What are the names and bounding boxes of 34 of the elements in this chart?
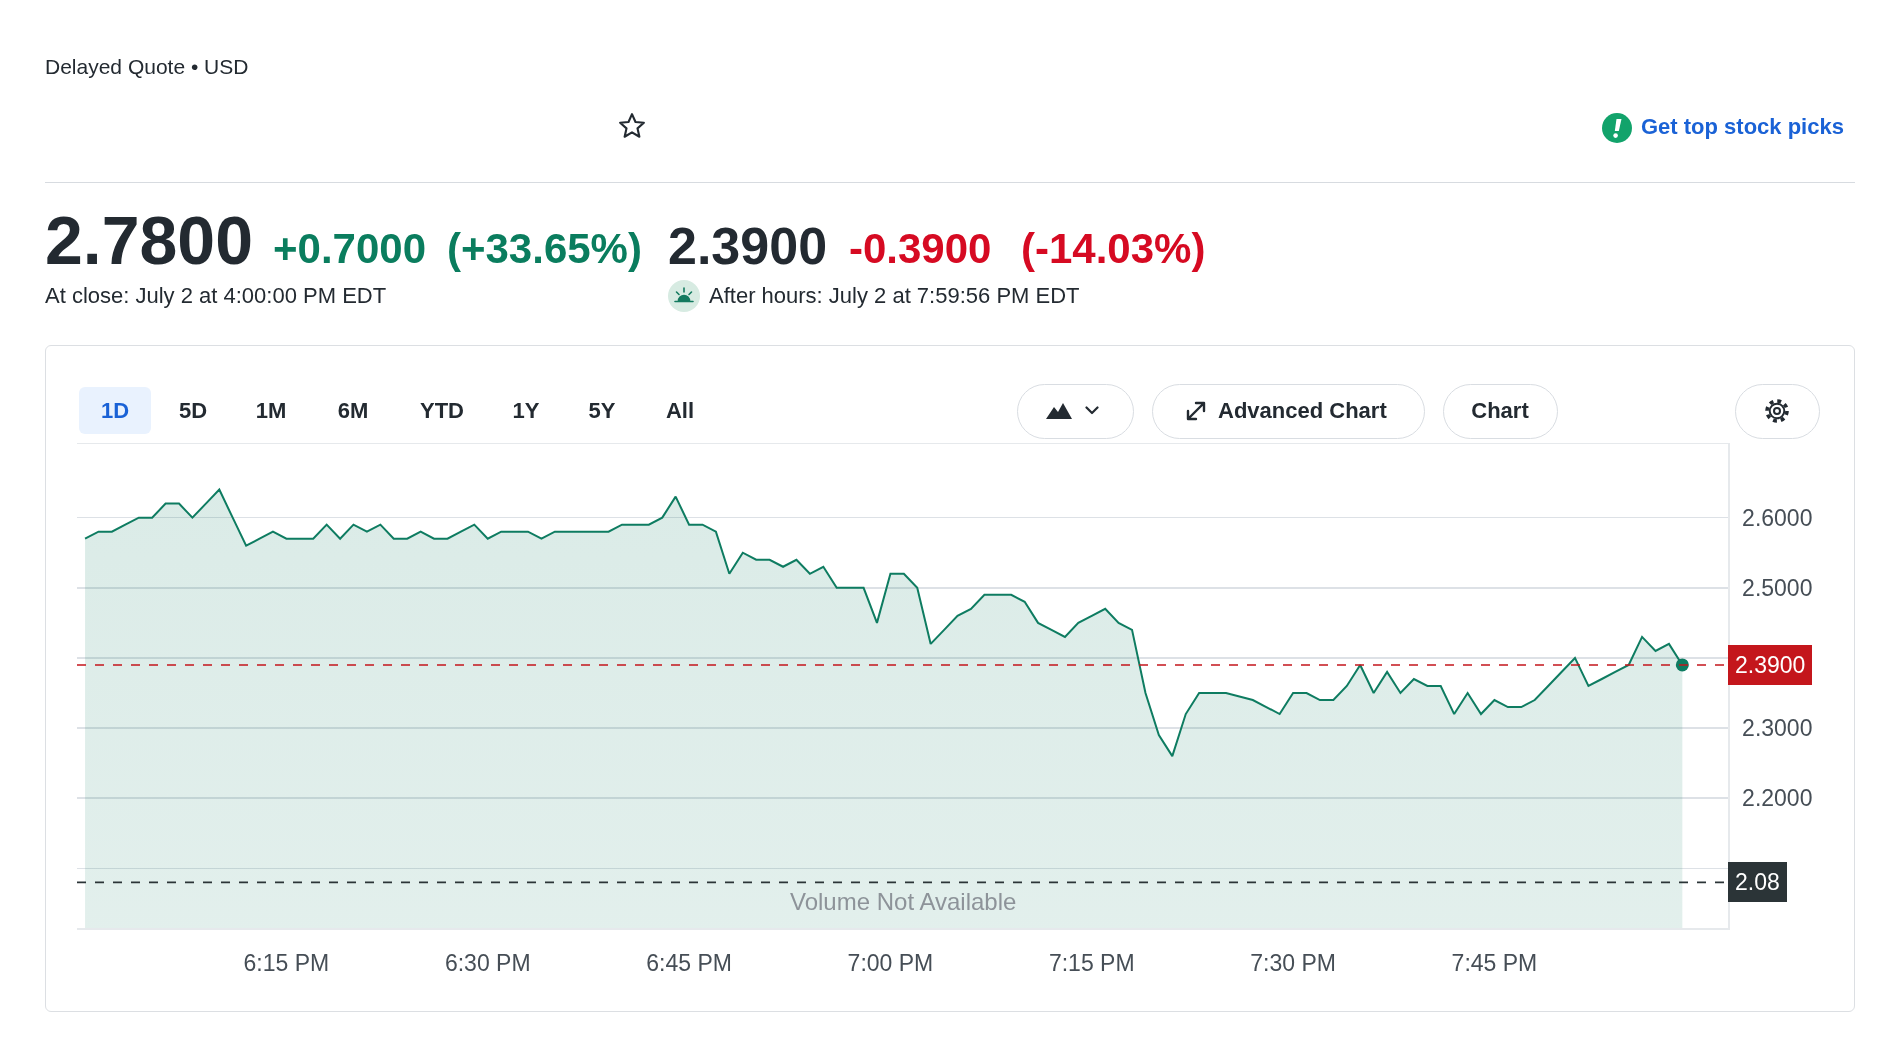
ref-line-label: 2.3900 xyxy=(1735,652,1806,678)
text: +0.7000 xyxy=(273,225,426,272)
text: All xyxy=(665,398,695,423)
text: Advanced Chart xyxy=(1218,398,1387,423)
text: 1Y xyxy=(512,398,540,423)
text: After hours: July 2 at 7:59:56 PM EDT xyxy=(709,283,1080,308)
text: 2.7800 xyxy=(45,202,253,278)
x-tick-label: 7:30 PM xyxy=(1250,950,1336,977)
text: 5Y xyxy=(588,398,616,423)
x-tick-label: 6:45 PM xyxy=(646,950,732,977)
text: 6M xyxy=(337,398,369,423)
text: Chart xyxy=(1471,398,1529,423)
x-tick-label: 7:00 PM xyxy=(847,950,934,977)
text: 1M xyxy=(255,398,287,423)
text: (-14.03%) xyxy=(1021,225,1206,272)
text: -0.3900 xyxy=(849,225,992,272)
y-tick-label: 2.3000 xyxy=(1742,715,1813,742)
y-tick-label: 2.2000 xyxy=(1742,785,1813,812)
x-tick-label: 7:15 PM xyxy=(1048,950,1135,977)
x-tick-label: 7:45 PM xyxy=(1451,950,1538,977)
y-tick-label: 2.5000 xyxy=(1742,574,1813,601)
y-tick-label: 2.6000 xyxy=(1742,504,1813,531)
text: YTD xyxy=(420,398,464,423)
text: 5D xyxy=(178,398,208,423)
text: (+33.65%) xyxy=(447,225,642,272)
annotation: Volume Not Available xyxy=(790,888,1017,915)
text: 1D xyxy=(100,398,130,423)
text: Get top stock picks xyxy=(1641,114,1844,139)
text: At close: July 2 at 4:00:00 PM EDT xyxy=(45,283,387,308)
text: 2.3900 xyxy=(668,217,828,275)
ref-line-label: 2.08 xyxy=(1735,869,1780,895)
text: Delayed Quote • USD xyxy=(45,55,249,78)
x-tick-label: 6:30 PM xyxy=(444,950,531,977)
x-tick-label: 6:15 PM xyxy=(243,950,330,977)
